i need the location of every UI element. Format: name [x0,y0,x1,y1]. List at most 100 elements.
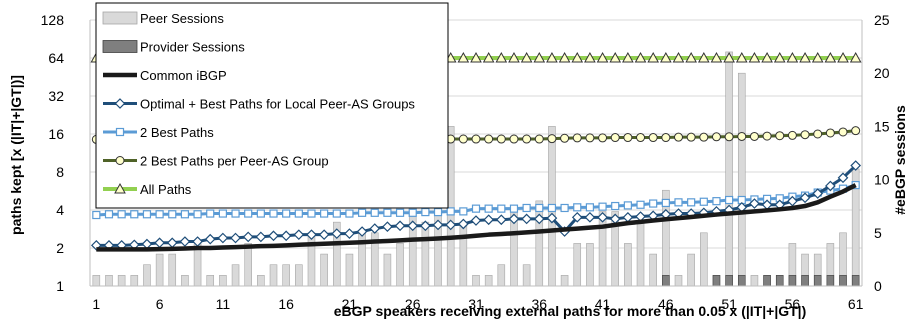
all-paths-point [849,51,862,63]
optimal-best-paths-for-local-peer-as-groups-point [533,213,545,225]
y-left-tick-label: 64 [48,50,64,66]
provider-sessions-bar [737,275,746,287]
2-best-paths-point [357,208,367,217]
2-best-paths-point [142,210,152,219]
all-paths-point [799,51,811,63]
optimal-best-paths-for-local-peer-as-groups-point [457,218,469,230]
optimal-best-paths-for-local-peer-as-groups-point [508,213,520,225]
2-best-paths-point [244,209,253,218]
y-right-tick-label: 0 [874,278,882,294]
2-best-paths-point [699,197,708,206]
legend-marker-2-best-paths-per-peer-as-group [115,156,125,165]
2-best-paths-point [130,210,139,219]
2-best-paths-point [522,203,531,213]
2-best-paths-per-peer-as-group-point [749,131,759,141]
2-best-paths-per-peer-as-group-point [610,133,620,143]
optimal-best-paths-for-local-peer-as-groups-point [521,213,532,225]
2-best-paths-point [497,204,506,213]
legend-label-optimal-best-paths-for-local-peer-as-groups: Optimal + Best Paths for Local Peer-AS G… [140,97,415,112]
optimal-best-paths-for-local-peer-as-groups-point [280,230,292,242]
all-paths-point [533,51,546,63]
peer-sessions-bar [295,264,303,287]
2-best-paths-point [370,208,379,217]
optimal-best-paths-for-local-peer-as-groups-point [154,237,165,249]
optimal-best-paths-for-local-peer-as-groups-point [255,231,267,243]
y-left-tick-label: 1 [56,278,64,294]
y-left-tick-label: 8 [56,164,64,180]
optimal-best-paths-for-local-peer-as-groups-point [394,220,406,232]
2-best-paths-point [712,197,721,206]
optimal-best-paths-for-local-peer-as-groups-point [230,232,241,244]
y-right-tick-label: 15 [874,118,890,134]
optimal-best-paths-for-local-peer-as-groups-point [242,231,254,243]
2-best-paths-per-peer-as-group-point [509,134,519,144]
2-best-paths-per-peer-as-group-point [775,131,785,141]
peer-sessions-bar [560,275,569,287]
2-best-paths-point [218,209,227,218]
all-paths-point [622,51,634,63]
optimal-best-paths-for-local-peer-as-groups-point [268,230,279,242]
2-best-paths-point [104,210,114,219]
all-paths-point [761,51,773,63]
all-paths-point [723,51,735,63]
2-best-paths-point [459,207,468,216]
2-best-paths-per-peer-as-group-point [813,129,823,139]
2-best-paths-point [687,198,696,207]
provider-sessions-bar [851,275,860,287]
2-best-paths-point [725,195,734,205]
all-paths-point [685,51,697,63]
optimal-best-paths-for-local-peer-as-groups-point [382,221,393,233]
y-left-tick-label: 32 [48,88,64,104]
all-paths-point [748,51,761,63]
peer-sessions-bar [282,264,290,287]
peer-sessions-bar [624,243,632,287]
optimal-best-paths-for-local-peer-as-groups-point [571,211,583,223]
optimal-best-paths-for-local-peer-as-groups-point [179,236,191,247]
optimal-best-paths-for-local-peer-as-groups-point [749,198,760,209]
x-tick-label: 31 [468,296,484,312]
all-paths-point [735,51,748,63]
optimal-best-paths-for-local-peer-as-groups-point [293,229,305,241]
peer-sessions-bar [345,253,354,287]
optimal-best-paths-for-local-peer-as-groups-point [331,228,343,239]
2-best-paths-per-peer-as-group-point [724,132,734,142]
all-paths-point [495,51,508,63]
peer-sessions-bar [206,275,215,287]
peer-sessions-bar [105,275,113,287]
all-paths-point [609,51,622,63]
2-best-paths-per-peer-as-group-point [673,132,683,142]
x-tick-label: 36 [531,296,547,312]
2-best-paths-point [433,207,443,217]
optimal-best-paths-for-local-peer-as-groups-point [432,219,444,231]
all-paths-point [596,51,609,63]
2-best-paths-per-peer-as-group-point [572,133,582,143]
peer-sessions-bar [320,253,328,287]
2-best-paths-per-peer-as-group-point [762,131,772,141]
2-best-paths-per-peer-as-group-point [825,128,835,138]
2-best-paths-point [547,203,557,213]
legend-swatch-peer-sessions [102,11,138,25]
y-left-tick-label: 4 [56,202,64,218]
optimal-best-paths-for-local-peer-as-groups-point [445,219,457,231]
all-paths-point [697,51,710,63]
peer-sessions-bar [725,51,733,287]
peer-sessions-bar [143,264,151,287]
peer-sessions-bar [649,253,657,287]
2-best-paths-per-peer-as-group-point [686,132,696,142]
legend-swatch-provider-sessions [102,40,138,53]
2-best-paths-per-peer-as-group-point [711,132,721,142]
2-best-paths-per-peer-as-group-point [534,134,544,144]
provider-sessions-bar [662,275,670,287]
peer-sessions-bar [573,243,582,287]
2-best-paths-point [471,204,481,213]
2-best-paths-per-peer-as-group-point [547,134,557,144]
peer-sessions-bar [750,275,759,287]
y-right-tick-label: 20 [874,65,890,81]
all-paths-point [558,51,571,63]
legend-label-peer-sessions: Peer Sessions [140,11,224,26]
legend-marker-2-best-paths [115,127,125,137]
2-best-paths-per-peer-as-group-point [598,133,608,143]
all-paths-point [710,51,723,63]
2-best-paths-per-peer-as-group-point [484,134,494,144]
2-best-paths-point [117,210,126,219]
